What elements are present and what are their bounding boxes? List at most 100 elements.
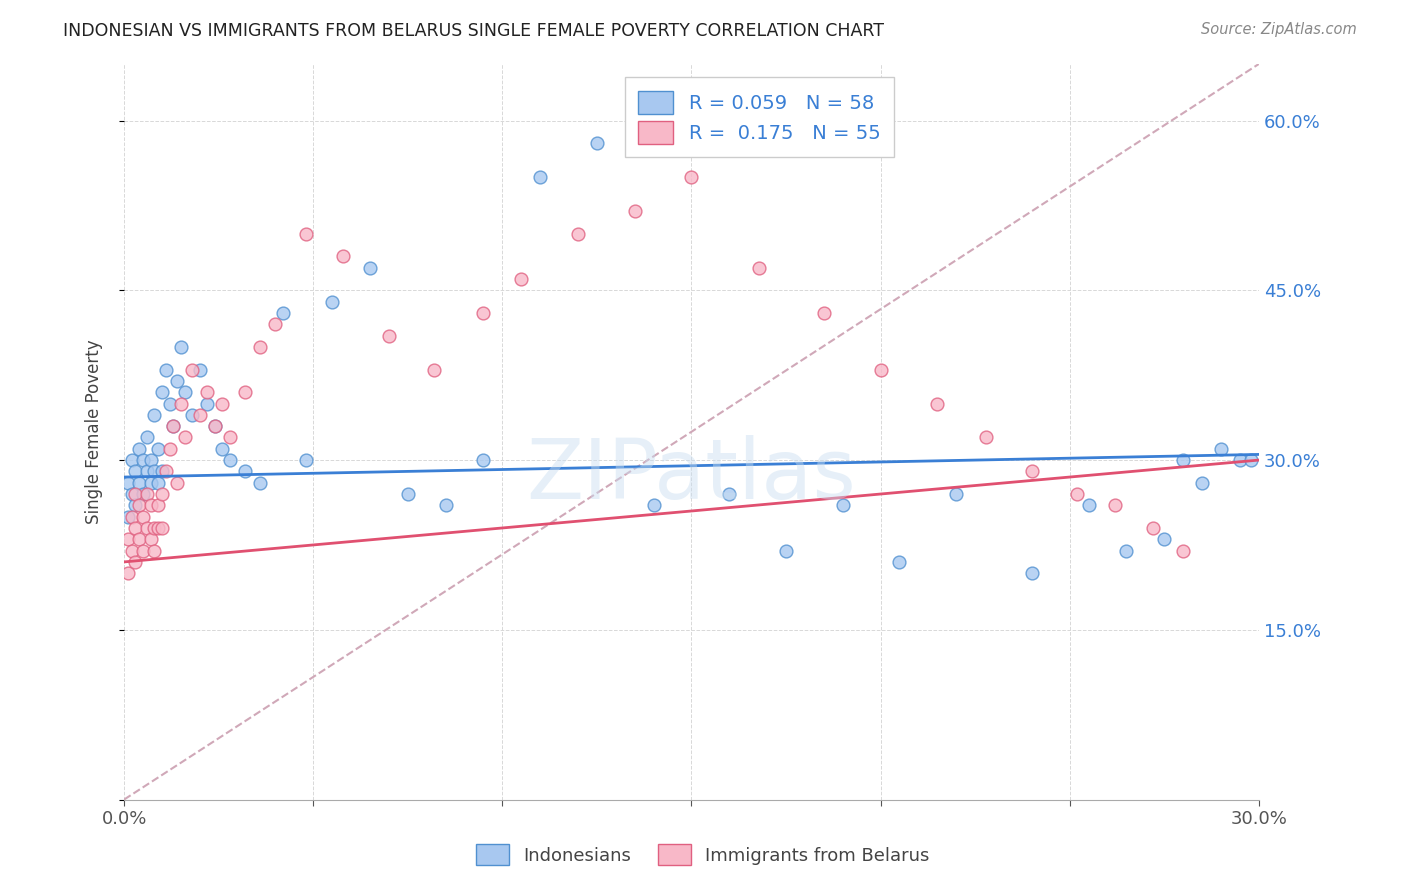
Point: [170, 396, 193, 410]
Point: [976, 430, 998, 444]
Point: [643, 499, 665, 513]
Point: [128, 499, 150, 513]
Point: [945, 487, 967, 501]
Point: [124, 521, 146, 535]
Point: [117, 509, 139, 524]
Y-axis label: Single Female Poverty: Single Female Poverty: [86, 340, 103, 524]
Point: [117, 566, 139, 581]
Point: [1209, 442, 1232, 456]
Point: [139, 533, 162, 547]
Point: [567, 227, 589, 241]
Text: ZIPatlas: ZIPatlas: [526, 435, 856, 516]
Point: [135, 430, 157, 444]
Point: [1115, 543, 1137, 558]
Legend: Indonesians, Immigrants from Belarus: Indonesians, Immigrants from Belarus: [470, 837, 936, 872]
Point: [121, 509, 143, 524]
Point: [586, 136, 609, 151]
Point: [162, 419, 184, 434]
Point: [146, 499, 169, 513]
Point: [831, 499, 853, 513]
Point: [132, 543, 155, 558]
Point: [294, 227, 316, 241]
Point: [117, 475, 139, 490]
Point: [146, 521, 169, 535]
Point: [219, 453, 242, 467]
Point: [143, 543, 166, 558]
Point: [195, 396, 218, 410]
Point: [132, 487, 155, 501]
Point: [332, 249, 354, 263]
Point: [510, 272, 533, 286]
Point: [132, 509, 155, 524]
Point: [181, 408, 204, 422]
Point: [143, 464, 166, 478]
Point: [159, 396, 181, 410]
Point: [121, 487, 143, 501]
Point: [124, 487, 146, 501]
Point: [143, 408, 166, 422]
Point: [124, 555, 146, 569]
Point: [143, 521, 166, 535]
Point: [681, 170, 703, 185]
Point: [124, 499, 146, 513]
Point: [869, 362, 891, 376]
Point: [124, 464, 146, 478]
Point: [135, 464, 157, 478]
Point: [748, 260, 770, 275]
Point: [1229, 453, 1251, 467]
Point: [1066, 487, 1088, 501]
Point: [150, 487, 173, 501]
Point: [294, 453, 316, 467]
Point: [166, 374, 188, 388]
Point: [195, 385, 218, 400]
Legend: R = 0.059   N = 58, R =  0.175   N = 55: R = 0.059 N = 58, R = 0.175 N = 55: [624, 78, 894, 157]
Point: [173, 385, 195, 400]
Point: [775, 543, 797, 558]
Point: [162, 419, 184, 434]
Point: [1240, 453, 1263, 467]
Point: [139, 499, 162, 513]
Point: [472, 306, 495, 320]
Point: [128, 442, 150, 456]
Point: [204, 419, 226, 434]
Point: [434, 499, 457, 513]
Point: [927, 396, 949, 410]
Point: [623, 204, 645, 219]
Point: [139, 475, 162, 490]
Point: [264, 318, 287, 332]
Point: [1142, 521, 1164, 535]
Point: [423, 362, 446, 376]
Point: [249, 475, 271, 490]
Point: [150, 521, 173, 535]
Point: [1171, 453, 1194, 467]
Point: [135, 521, 157, 535]
Point: [173, 430, 195, 444]
Point: [135, 487, 157, 501]
Point: [155, 362, 177, 376]
Point: [1021, 464, 1043, 478]
Point: [1171, 543, 1194, 558]
Point: [150, 385, 173, 400]
Point: [321, 294, 343, 309]
Point: [359, 260, 381, 275]
Point: [1191, 475, 1213, 490]
Point: [117, 533, 139, 547]
Point: [378, 328, 401, 343]
Point: [121, 453, 143, 467]
Point: [188, 362, 211, 376]
Point: [271, 306, 294, 320]
Point: [249, 340, 271, 354]
Text: Source: ZipAtlas.com: Source: ZipAtlas.com: [1201, 22, 1357, 37]
Point: [128, 533, 150, 547]
Point: [132, 453, 155, 467]
Point: [181, 362, 204, 376]
Point: [211, 396, 233, 410]
Point: [1021, 566, 1043, 581]
Point: [146, 442, 169, 456]
Point: [396, 487, 419, 501]
Point: [529, 170, 551, 185]
Point: [170, 340, 193, 354]
Text: INDONESIAN VS IMMIGRANTS FROM BELARUS SINGLE FEMALE POVERTY CORRELATION CHART: INDONESIAN VS IMMIGRANTS FROM BELARUS SI…: [63, 22, 884, 40]
Point: [889, 555, 911, 569]
Point: [233, 464, 256, 478]
